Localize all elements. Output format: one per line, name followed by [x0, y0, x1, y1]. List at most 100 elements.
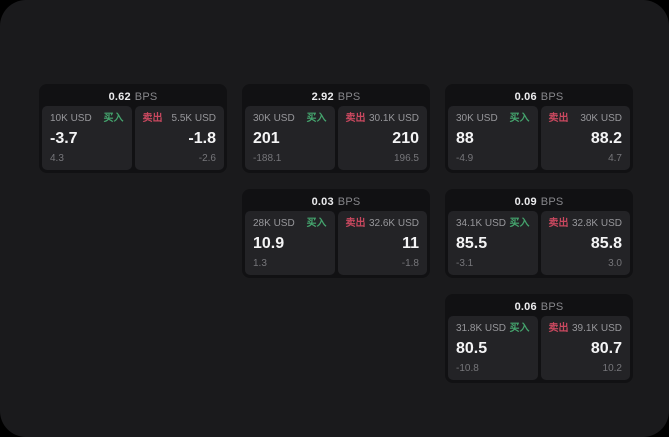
- buy-notional-amount: 30K USD: [456, 113, 498, 124]
- buy-notional-amount: 10K USD: [50, 113, 92, 124]
- buy-quote-tile[interactable]: 30K USD 买入 88 -4.9: [448, 106, 538, 170]
- bps-value: 0.06: [514, 90, 537, 103]
- sell-tile-header: 卖出 39.1K USD: [549, 324, 623, 334]
- buy-price: 201: [253, 130, 280, 147]
- sell-quote-tile[interactable]: 卖出 39.1K USD 80.7 10.2: [540, 316, 630, 380]
- buy-tile-header: 31.8K USD 买入: [456, 324, 530, 334]
- buy-delta: -10.8: [456, 363, 479, 374]
- buy-tile-header: 30K USD 买入: [456, 114, 530, 124]
- bps-header: 0.03 BPS: [245, 192, 427, 211]
- cards-grid: 0.62 BPS 10K USD 买入 -3.7 4.3 卖出 5.5K USD…: [39, 84, 633, 383]
- sell-quote-tile[interactable]: 卖出 30.1K USD 210 196.5: [337, 106, 427, 170]
- bps-unit-label: BPS: [540, 300, 564, 313]
- sell-price: 88.2: [590, 130, 622, 147]
- buy-quote-tile[interactable]: 34.1K USD 买入 85.5 -3.1: [448, 211, 538, 275]
- bps-value: 0.62: [108, 90, 131, 103]
- buy-quote-tile[interactable]: 31.8K USD 买入 80.5 -10.8: [448, 316, 538, 380]
- buy-notional-amount: 34.1K USD: [456, 218, 507, 229]
- sell-price: 11: [402, 235, 419, 252]
- bps-header: 2.92 BPS: [245, 87, 427, 106]
- buy-tile-header: 30K USD 买入: [253, 114, 327, 124]
- sell-tile-header: 卖出 30.1K USD: [346, 114, 420, 124]
- buy-delta: 4.3: [50, 153, 64, 164]
- buy-delta: -4.9: [456, 153, 474, 164]
- buy-quote-tile[interactable]: 28K USD 买入 10.9 1.3: [245, 211, 335, 275]
- sell-tile-header: 卖出 30K USD: [549, 114, 623, 124]
- buy-quote-tile[interactable]: 10K USD 买入 -3.7 4.3: [42, 106, 132, 170]
- sell-delta: -2.6: [198, 153, 216, 164]
- quote-card: 0.09 BPS 34.1K USD 买入 85.5 -3.1 卖出 32.8K…: [445, 189, 633, 278]
- sell-quote-tile[interactable]: 卖出 30K USD 88.2 4.7: [540, 106, 630, 170]
- buy-price: -3.7: [50, 130, 78, 147]
- bps-unit-label: BPS: [337, 90, 361, 103]
- sell-price: 85.8: [590, 235, 622, 252]
- quote-tiles: 10K USD 买入 -3.7 4.3 卖出 5.5K USD -1.8 -2.…: [42, 106, 224, 170]
- sell-quote-tile[interactable]: 卖出 5.5K USD -1.8 -2.6: [134, 106, 224, 170]
- buy-notional-amount: 28K USD: [253, 218, 295, 229]
- buy-price: 88: [456, 130, 474, 147]
- bps-value: 0.03: [311, 195, 334, 208]
- buy-delta: 1.3: [253, 258, 267, 269]
- buy-label: 买入: [103, 113, 124, 124]
- quote-tiles: 30K USD 买入 88 -4.9 卖出 30K USD 88.2 4.7: [448, 106, 630, 170]
- buy-label: 买入: [509, 323, 530, 334]
- sell-quote-tile[interactable]: 卖出 32.8K USD 85.8 3.0: [540, 211, 630, 275]
- quote-tiles: 28K USD 买入 10.9 1.3 卖出 32.6K USD 11 -1.8: [245, 211, 427, 275]
- sell-tile-header: 卖出 32.6K USD: [346, 219, 420, 229]
- bps-header: 0.06 BPS: [448, 297, 630, 316]
- bps-unit-label: BPS: [337, 195, 361, 208]
- bps-value: 0.06: [514, 300, 537, 313]
- sell-delta: 3.0: [608, 258, 622, 269]
- sell-label: 卖出: [548, 113, 569, 124]
- quote-tiles: 31.8K USD 买入 80.5 -10.8 卖出 39.1K USD 80.…: [448, 316, 630, 380]
- sell-label: 卖出: [345, 218, 366, 229]
- buy-delta: -3.1: [456, 258, 474, 269]
- sell-notional-amount: 5.5K USD: [171, 113, 216, 124]
- quote-tiles: 30K USD 买入 201 -188.1 卖出 30.1K USD 210 1…: [245, 106, 427, 170]
- sell-price: 80.7: [590, 340, 622, 357]
- buy-notional-amount: 30K USD: [253, 113, 295, 124]
- quote-card: 0.06 BPS 30K USD 买入 88 -4.9 卖出 30K USD 8…: [445, 84, 633, 173]
- sell-label: 卖出: [142, 113, 163, 124]
- buy-label: 买入: [509, 113, 530, 124]
- buy-price: 85.5: [456, 235, 488, 252]
- bps-unit-label: BPS: [540, 90, 564, 103]
- buy-tile-header: 34.1K USD 买入: [456, 219, 530, 229]
- bps-unit-label: BPS: [134, 90, 158, 103]
- sell-label: 卖出: [548, 218, 569, 229]
- quote-tiles: 34.1K USD 买入 85.5 -3.1 卖出 32.8K USD 85.8…: [448, 211, 630, 275]
- sell-notional-amount: 30K USD: [580, 113, 622, 124]
- buy-quote-tile[interactable]: 30K USD 买入 201 -188.1: [245, 106, 335, 170]
- bps-value: 2.92: [311, 90, 334, 103]
- bps-header: 0.06 BPS: [448, 87, 630, 106]
- sell-delta: -1.8: [401, 258, 419, 269]
- buy-tile-header: 10K USD 买入: [50, 114, 124, 124]
- bps-header: 0.62 BPS: [42, 87, 224, 106]
- sell-delta: 4.7: [608, 153, 622, 164]
- bps-value: 0.09: [514, 195, 537, 208]
- sell-delta: 10.2: [602, 363, 622, 374]
- buy-price: 10.9: [253, 235, 285, 252]
- bps-unit-label: BPS: [540, 195, 564, 208]
- buy-label: 买入: [509, 218, 530, 229]
- quote-card: 0.03 BPS 28K USD 买入 10.9 1.3 卖出 32.6K US…: [242, 189, 430, 278]
- sell-tile-header: 卖出 32.8K USD: [549, 219, 623, 229]
- sell-delta: 196.5: [393, 153, 419, 164]
- buy-label: 买入: [306, 113, 327, 124]
- sell-quote-tile[interactable]: 卖出 32.6K USD 11 -1.8: [337, 211, 427, 275]
- sell-label: 卖出: [548, 323, 569, 334]
- quote-card: 2.92 BPS 30K USD 买入 201 -188.1 卖出 30.1K …: [242, 84, 430, 173]
- sell-price: 210: [392, 130, 419, 147]
- buy-delta: -188.1: [253, 153, 282, 164]
- sell-notional-amount: 32.6K USD: [368, 218, 419, 229]
- quote-card: 0.62 BPS 10K USD 买入 -3.7 4.3 卖出 5.5K USD…: [39, 84, 227, 173]
- buy-tile-header: 28K USD 买入: [253, 219, 327, 229]
- sell-notional-amount: 32.8K USD: [571, 218, 622, 229]
- sell-label: 卖出: [345, 113, 366, 124]
- bps-header: 0.09 BPS: [448, 192, 630, 211]
- sell-price: -1.8: [188, 130, 216, 147]
- buy-notional-amount: 31.8K USD: [456, 323, 507, 334]
- quote-card: 0.06 BPS 31.8K USD 买入 80.5 -10.8 卖出 39.1…: [445, 294, 633, 383]
- sell-notional-amount: 39.1K USD: [571, 323, 622, 334]
